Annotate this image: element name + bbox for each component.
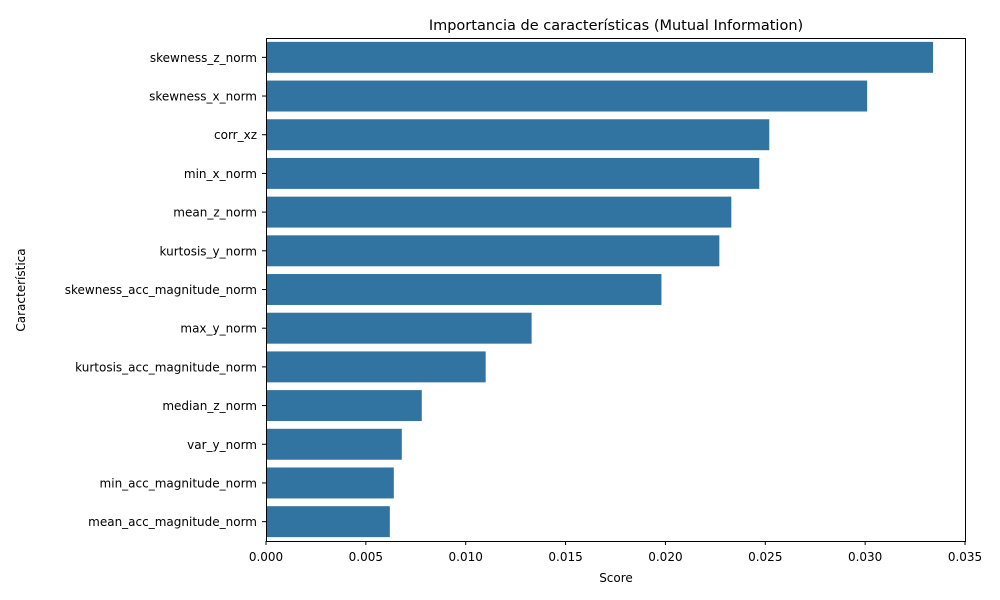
bar-max_y_norm [266, 312, 532, 344]
plot-frame [266, 38, 966, 542]
bar-min_acc_magnitude_norm [266, 467, 394, 499]
y-tick-label: skewness_acc_magnitude_norm [65, 283, 257, 297]
bar-skewness_z_norm [266, 41, 934, 73]
x-tick-label: 0.020 [648, 550, 682, 564]
chart-title: Importancia de características (Mutual I… [429, 18, 803, 34]
bar-mean_z_norm [266, 196, 732, 228]
y-tick-label: skewness_x_norm [149, 90, 257, 104]
x-axis-label: Score [599, 571, 633, 585]
y-axis-ticks: skewness_z_norm skewness_x_norm corr_xzmin… [65, 51, 266, 529]
bar-skewness_x_norm [266, 80, 868, 112]
bar-median_z_norm [266, 390, 422, 422]
x-tick-label: 0.030 [848, 550, 882, 564]
y-tick-label: max_y_norm [180, 322, 257, 336]
bar-corr_xz [266, 119, 770, 151]
bar-min_x_norm [266, 157, 760, 189]
x-tick-label: 0.025 [748, 550, 782, 564]
y-tick-label: skewness_z_norm [150, 51, 257, 65]
y-tick-label: mean_acc_magnitude_norm [88, 515, 257, 529]
y-axis-label: Característica [14, 248, 28, 331]
x-axis-ticks: 0.000 0.005 0.010 0.015 0.020 0.025 0.030 0.035 [249, 541, 982, 564]
y-tick-label: median_z_norm [162, 399, 257, 413]
bar-kurtosis_y_norm [266, 235, 720, 267]
bar-mean_acc_magnitude_norm [266, 506, 390, 538]
bar-var_y_norm [266, 428, 402, 460]
x-tick-label: 0.005 [349, 550, 383, 564]
x-tick-label: 0.010 [449, 550, 483, 564]
x-tick-label: 0.000 [249, 550, 283, 564]
bar-group [266, 41, 934, 538]
x-tick-label: 0.015 [548, 550, 582, 564]
bar-kurtosis_acc_magnitude_norm [266, 351, 486, 383]
y-tick-label: var_y_norm [187, 438, 257, 452]
x-tick-label: 0.035 [948, 550, 982, 564]
y-tick-label: min_x_norm [184, 167, 257, 181]
y-tick-label: min_acc_magnitude_norm [100, 476, 257, 490]
y-tick-label: kurtosis_y_norm [160, 244, 257, 258]
y-tick-label: mean_z_norm [173, 206, 257, 220]
bar-skewness_acc_magnitude_norm [266, 274, 662, 305]
y-tick-label: corr_xz [214, 128, 257, 142]
y-tick-label: kurtosis_acc_magnitude_norm [75, 360, 257, 374]
